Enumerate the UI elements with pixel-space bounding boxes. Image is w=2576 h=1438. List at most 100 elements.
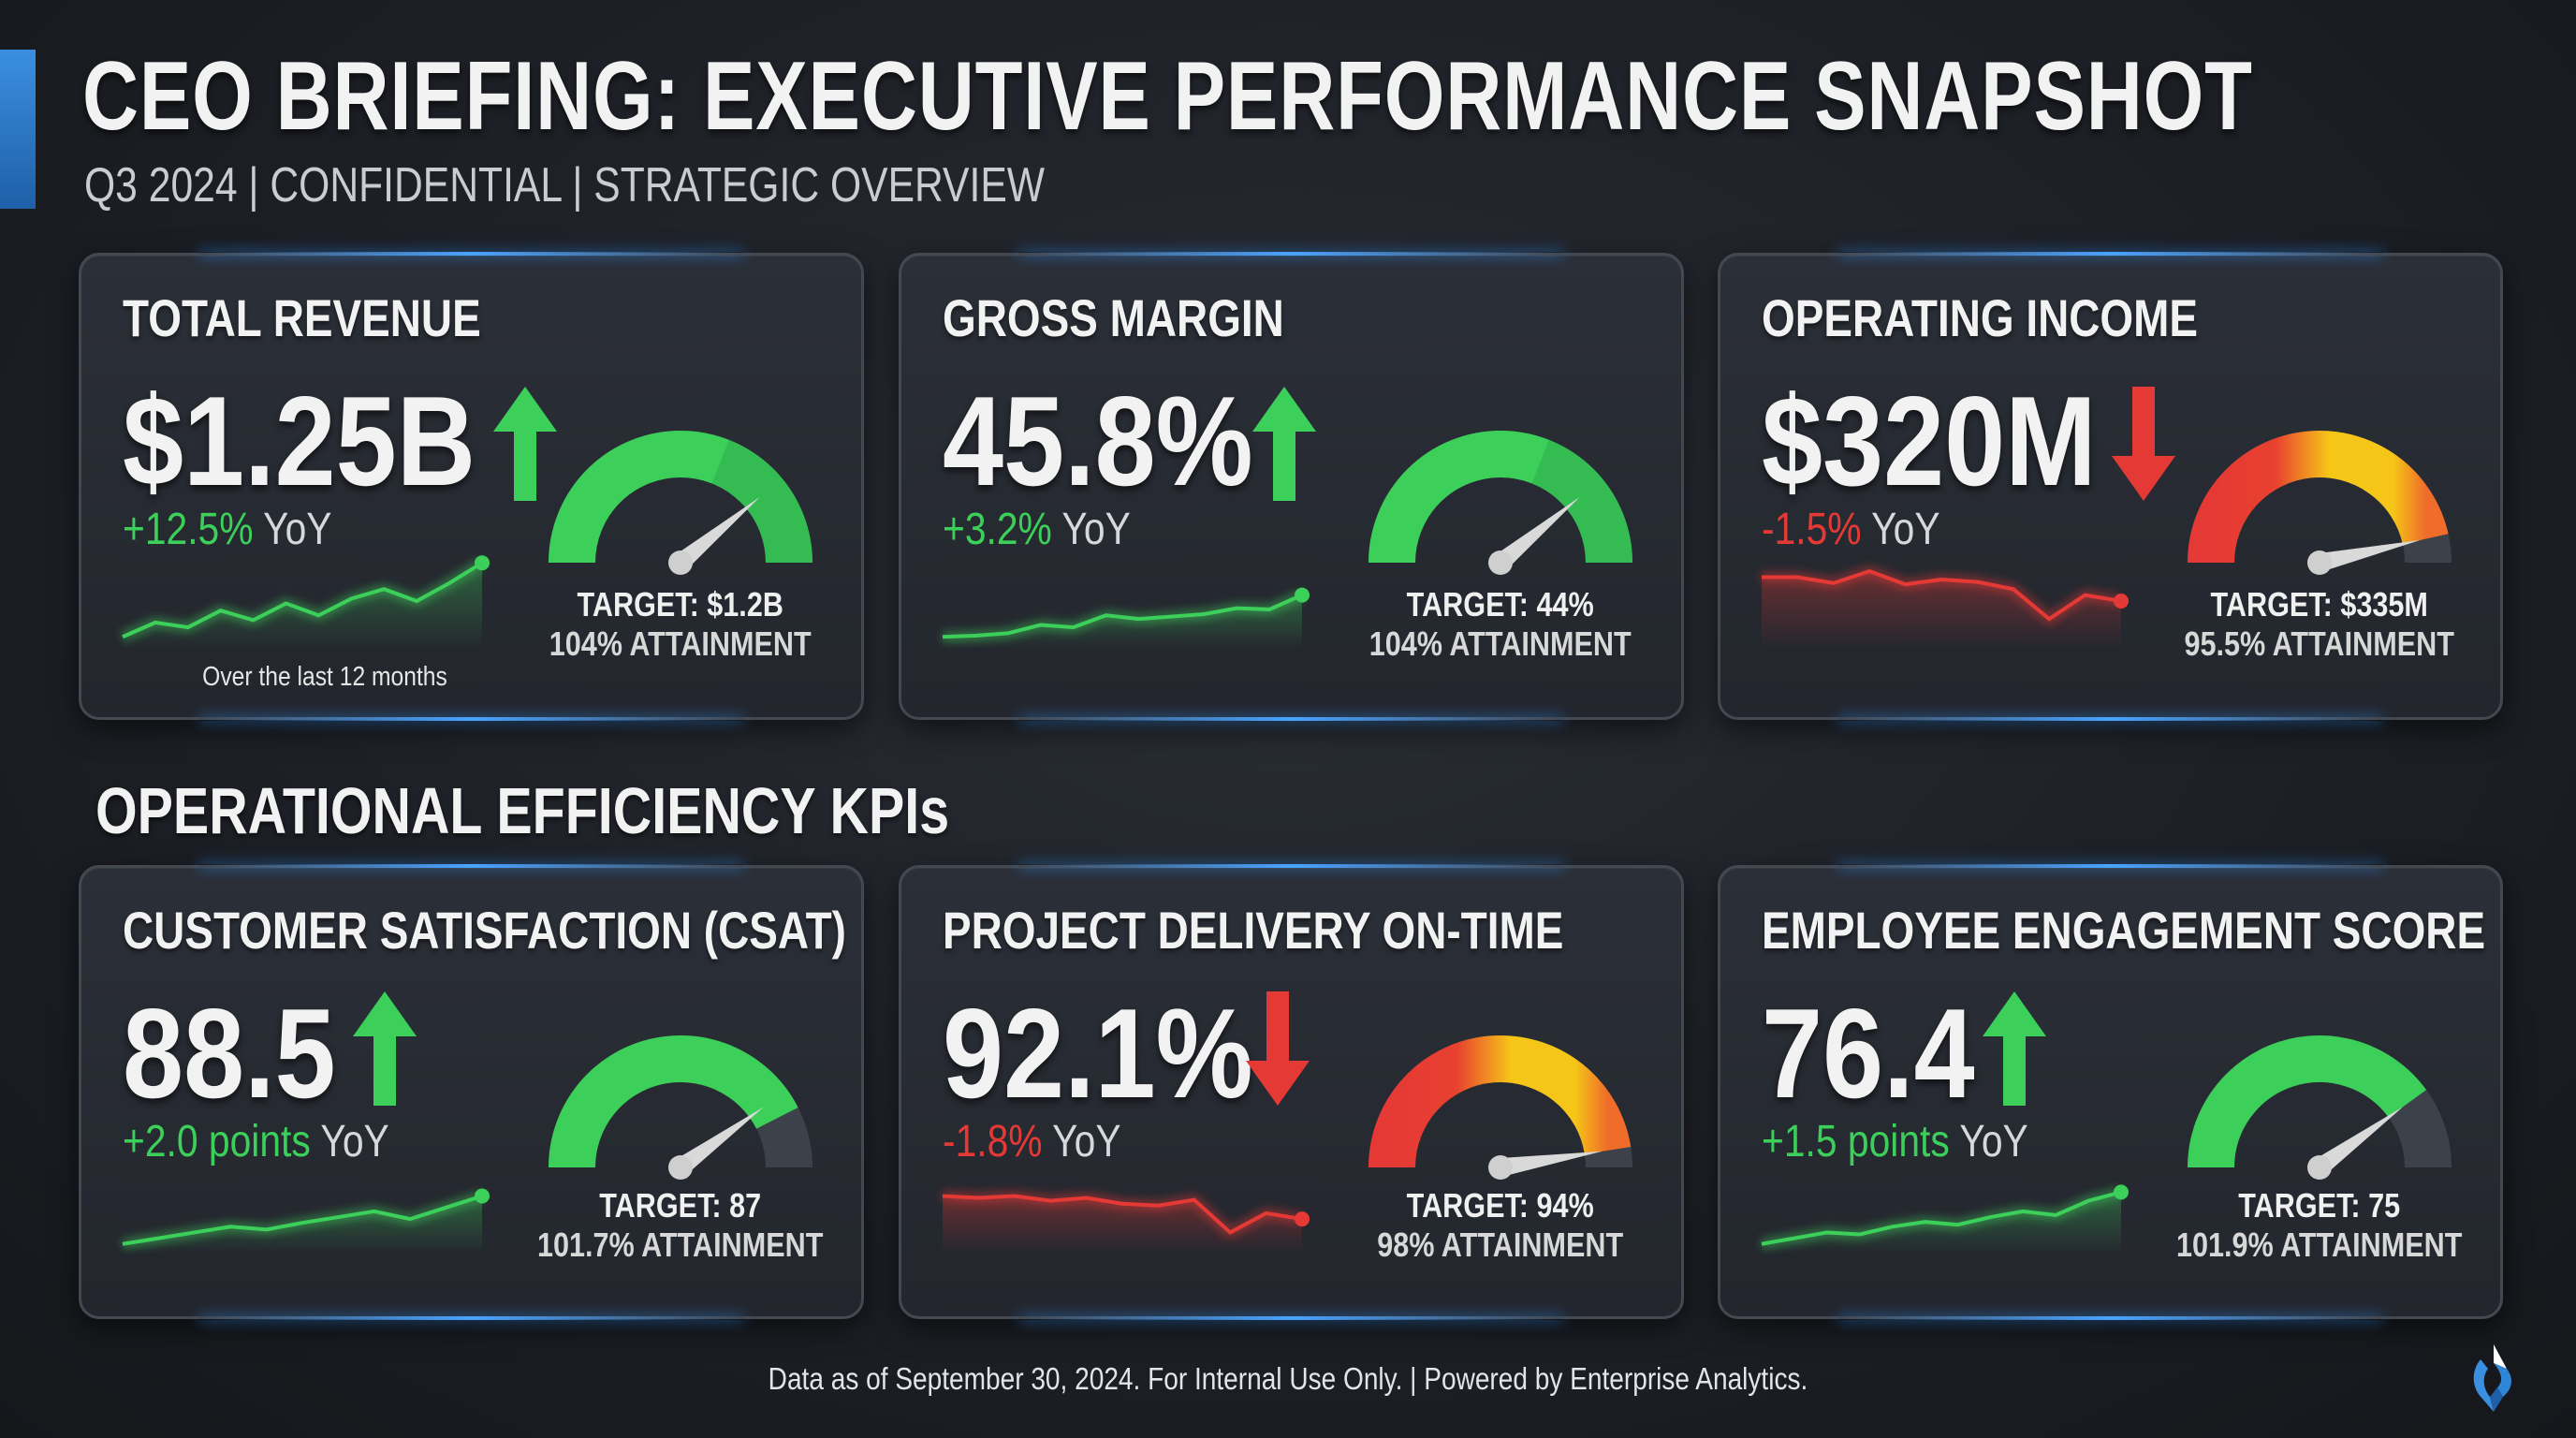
change-value: +12.5% — [123, 505, 254, 554]
sparkline-area — [943, 1196, 1302, 1254]
target-text: TARGET: 87 — [599, 1186, 762, 1225]
attainment-label: 101.9% ATTAINMENT — [2132, 1225, 2507, 1265]
gauge-needle — [2314, 1107, 2403, 1176]
card-title: OPERATING INCOME — [1762, 288, 2199, 347]
card-value: $1.25B — [123, 370, 476, 512]
gauge-needle-hub — [668, 1155, 693, 1180]
kpi-card-customer-satisfaction-csat[interactable]: CUSTOMER SATISFACTION (CSAT) 88.5 +2.0 p… — [79, 864, 864, 1320]
arrow-up-icon — [353, 991, 417, 1106]
sparkline-line — [122, 561, 484, 639]
gauge-needle — [2317, 540, 2421, 572]
change-period: YoY — [253, 505, 332, 554]
kpi-card-project-delivery-on-time[interactable]: PROJECT DELIVERY ON-TIME 92.1% -1.8% YoY… — [899, 864, 1684, 1320]
sparkline-endpoint — [475, 1188, 490, 1204]
gauge-fill-overachieve — [1530, 439, 1632, 564]
card-value: 45.8% — [943, 370, 1253, 512]
card-value: $320M — [1762, 370, 2097, 512]
enterprise-analytics-logo-icon — [2473, 1344, 2511, 1412]
card-graphics — [942, 991, 1632, 1254]
gauge-needle — [1494, 496, 1580, 570]
arrow-down-icon — [1246, 991, 1310, 1106]
target-label: TARGET: 44% — [1313, 585, 1688, 624]
sparkline-line — [122, 1194, 483, 1246]
change-period: YoY — [1861, 505, 1940, 554]
card-change: +12.5% YoY — [123, 504, 331, 555]
card-change: +1.5 points YoY — [1762, 1116, 2028, 1167]
card-title: TOTAL REVENUE — [123, 288, 481, 347]
change-value: +2.0 points — [123, 1117, 311, 1167]
sparkline-area — [943, 594, 1302, 649]
gauge-needle-hub — [668, 550, 693, 575]
card-change: -1.5% YoY — [1762, 504, 1940, 555]
target-label: TARGET: 94% — [1313, 1186, 1688, 1225]
section-heading: OPERATIONAL EFFICIENCY KPIs — [95, 774, 950, 847]
arrow-up-icon — [1252, 387, 1316, 501]
card-value: 76.4 — [1762, 982, 1975, 1124]
footer-text: Data as of September 30, 2024. For Inter… — [768, 1361, 1808, 1396]
change-value: +3.2% — [943, 505, 1052, 554]
attainment-text: 95.5% ATTAINMENT — [2184, 624, 2455, 663]
kpi-card-gross-margin[interactable]: GROSS MARGIN 45.8% +3.2% YoY TARGET: 44%… — [899, 252, 1684, 721]
sparkline-line — [942, 1194, 1303, 1235]
gauge-needle — [1499, 1151, 1603, 1177]
attainment-text: 104% ATTAINMENT — [549, 624, 812, 663]
kpi-card-total-revenue[interactable]: TOTAL REVENUE $1.25B +12.5% YoY TARGET: … — [79, 252, 864, 721]
gauge-needle-hub — [2307, 1155, 2332, 1180]
card-value: 88.5 — [123, 982, 336, 1124]
attainment-label: 98% ATTAINMENT — [1313, 1225, 1688, 1265]
card-title: PROJECT DELIVERY ON-TIME — [943, 901, 1564, 960]
change-value: +1.5 points — [1762, 1117, 1950, 1167]
attainment-label: 104% ATTAINMENT — [493, 624, 868, 664]
attainment-text: 104% ATTAINMENT — [1369, 624, 1632, 663]
arrow-up-icon — [493, 387, 557, 501]
attainment-label: 104% ATTAINMENT — [1313, 624, 1688, 664]
card-graphics — [120, 387, 812, 649]
sparkline-endpoint — [1295, 587, 1310, 603]
gauge-needle — [675, 1107, 764, 1176]
arrow-down-icon — [2112, 387, 2175, 501]
sparkline-endpoint — [2114, 594, 2129, 609]
card-change: -1.8% YoY — [943, 1116, 1121, 1167]
change-value: -1.8% — [943, 1117, 1043, 1167]
change-period: YoY — [1051, 505, 1131, 554]
gauge-fill — [2188, 1035, 2427, 1168]
card-title: CUSTOMER SATISFACTION (CSAT) — [123, 901, 846, 960]
gauge-fill — [1368, 1035, 1632, 1168]
attainment-text: 98% ATTAINMENT — [1377, 1225, 1624, 1264]
gauge-fill — [549, 1035, 798, 1168]
target-text: TARGET: 75 — [2238, 1186, 2401, 1225]
card-graphics — [122, 991, 812, 1254]
attainment-label: 95.5% ATTAINMENT — [2132, 624, 2507, 664]
attainment-text: 101.9% ATTAINMENT — [2176, 1225, 2463, 1264]
target-text: TARGET: $1.2B — [577, 585, 784, 624]
card-graphics — [942, 387, 1632, 649]
kpi-card-employee-engagement-score[interactable]: EMPLOYEE ENGAGEMENT SCORE 76.4 +1.5 poin… — [1718, 864, 2503, 1320]
target-text: TARGET: 94% — [1406, 1186, 1595, 1225]
card-title: EMPLOYEE ENGAGEMENT SCORE — [1762, 901, 2486, 960]
page-subtitle: Q3 2024 | CONFIDENTIAL | STRATEGIC OVERV… — [84, 158, 1046, 213]
card-value: 92.1% — [943, 982, 1253, 1124]
gauge-fill-overachieve — [710, 439, 812, 564]
target-label: TARGET: $335M — [2132, 585, 2507, 624]
kpi-card-operating-income[interactable]: OPERATING INCOME $320M -1.5% YoY TARGET:… — [1718, 252, 2503, 721]
attainment-text: 101.7% ATTAINMENT — [537, 1225, 824, 1264]
sparkline-endpoint — [2114, 1184, 2129, 1200]
card-graphics — [1762, 387, 2452, 649]
sparkline-endpoint — [475, 555, 490, 571]
target-text: TARGET: 44% — [1406, 585, 1595, 624]
card-title: GROSS MARGIN — [943, 288, 1284, 347]
sparkline-line — [1761, 1190, 2122, 1246]
card-change: +2.0 points YoY — [123, 1116, 389, 1167]
gauge-needle-hub — [1488, 550, 1513, 575]
sparkline-line — [942, 593, 1303, 639]
target-label: TARGET: 75 — [2132, 1186, 2507, 1225]
sparkline-caption: Over the last 12 months — [202, 662, 447, 692]
attainment-label: 101.7% ATTAINMENT — [493, 1225, 868, 1265]
accent-bar — [0, 50, 36, 209]
change-period: YoY — [1042, 1117, 1121, 1167]
gauge-needle-hub — [1488, 1155, 1513, 1180]
sparkline-line — [1762, 569, 2122, 622]
card-change: +3.2% YoY — [943, 504, 1131, 555]
change-value: -1.5% — [1762, 505, 1862, 554]
change-period: YoY — [1949, 1117, 2028, 1167]
